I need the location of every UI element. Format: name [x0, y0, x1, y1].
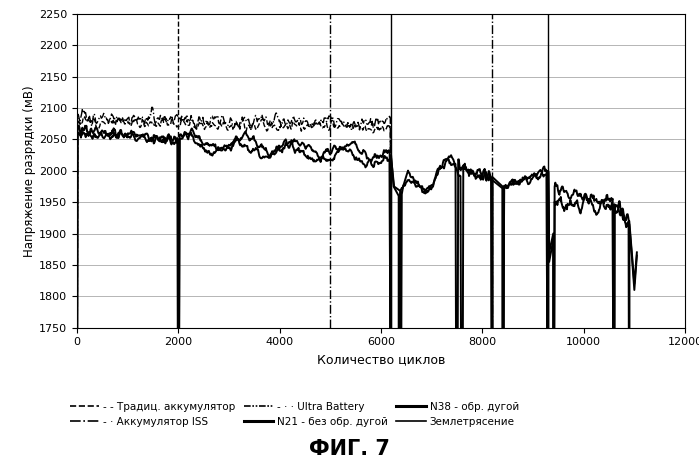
Y-axis label: Напряжение разрядки (мВ): Напряжение разрядки (мВ) [23, 85, 36, 256]
Legend: - - Традиц. аккумулятор, - · Аккумулятор ISS, - · · Ultra Battery, N21 - без обр: - - Традиц. аккумулятор, - · Аккумулятор… [70, 402, 519, 427]
Text: ФИГ. 7: ФИГ. 7 [309, 439, 390, 459]
X-axis label: Количество циклов: Количество циклов [317, 353, 445, 366]
